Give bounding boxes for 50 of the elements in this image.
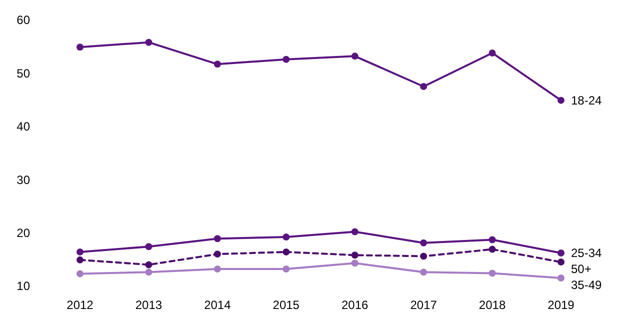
point	[145, 261, 152, 268]
point	[76, 256, 84, 264]
x-tick-label: 2014	[204, 298, 232, 312]
y-tick-label: 10	[16, 279, 30, 294]
point	[214, 235, 221, 242]
point	[488, 49, 496, 56]
point	[420, 83, 428, 90]
y-tick-label: 50	[16, 66, 30, 80]
x-tick-label: 2013	[135, 298, 162, 312]
series-label: 25-34	[571, 246, 602, 260]
x-tick-label: 2018	[478, 298, 506, 312]
y-tick-label: 20	[16, 226, 30, 240]
point	[420, 239, 428, 246]
point	[145, 268, 152, 276]
y-tick-label: 40	[16, 120, 30, 134]
x-tick-label: 2019	[548, 298, 575, 312]
point	[282, 248, 290, 256]
point	[351, 52, 358, 60]
point	[488, 236, 496, 244]
point	[145, 243, 152, 250]
point	[488, 246, 496, 253]
x-tick-label: 2017	[410, 298, 438, 312]
point	[76, 44, 84, 51]
x-tick-label: 2016	[342, 298, 369, 312]
point	[558, 250, 564, 257]
point	[76, 248, 84, 256]
point	[145, 38, 152, 46]
point	[282, 265, 290, 272]
point	[214, 250, 221, 258]
point	[282, 56, 290, 63]
point	[351, 260, 358, 267]
series-label: 35-49	[571, 278, 602, 292]
point	[351, 228, 358, 236]
x-tick-label: 2012	[66, 298, 94, 312]
point	[214, 265, 221, 272]
y-tick-label: 60	[16, 13, 30, 28]
point	[558, 274, 564, 282]
series-label: 18-24	[571, 94, 602, 108]
point	[214, 60, 221, 68]
point	[420, 252, 428, 260]
point	[488, 270, 496, 277]
series-label: 50+	[571, 262, 592, 276]
point	[558, 258, 564, 266]
point	[558, 96, 564, 104]
x-tick-label: 2015	[272, 298, 300, 312]
y-tick-label: 30	[16, 172, 30, 187]
point	[282, 234, 290, 241]
point	[420, 268, 428, 276]
point	[351, 252, 358, 259]
point	[76, 270, 84, 278]
